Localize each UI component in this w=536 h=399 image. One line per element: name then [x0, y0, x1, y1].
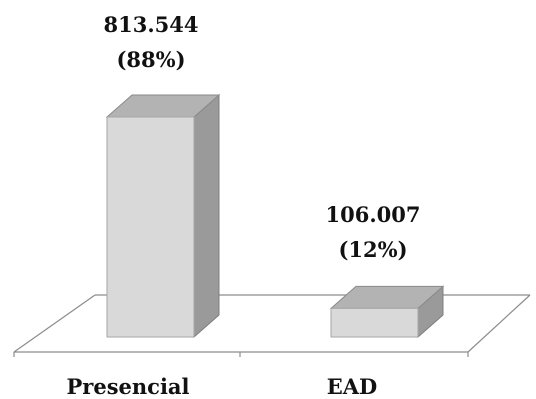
bar-presencial — [105, 93, 221, 339]
data-label-percent-presencial: (88%) — [116, 47, 185, 72]
floor-line-left — [13, 294, 96, 353]
x-tick-label-presencial: Presencial — [66, 374, 189, 399]
floor-line-right — [467, 294, 531, 353]
data-label-value-ead: 106.007 — [326, 202, 421, 227]
chart-bars — [105, 93, 445, 339]
bar-side-presencial — [193, 93, 220, 339]
bar-front-presencial — [106, 116, 195, 338]
bar-front-ead — [330, 307, 419, 338]
x-tick-label-ead: EAD — [327, 374, 378, 399]
bar-ead — [329, 285, 445, 339]
data-label-percent-ead: (12%) — [338, 237, 407, 262]
data-label-value-presencial: 813.544 — [104, 12, 199, 37]
chart-floor — [13, 294, 531, 357]
